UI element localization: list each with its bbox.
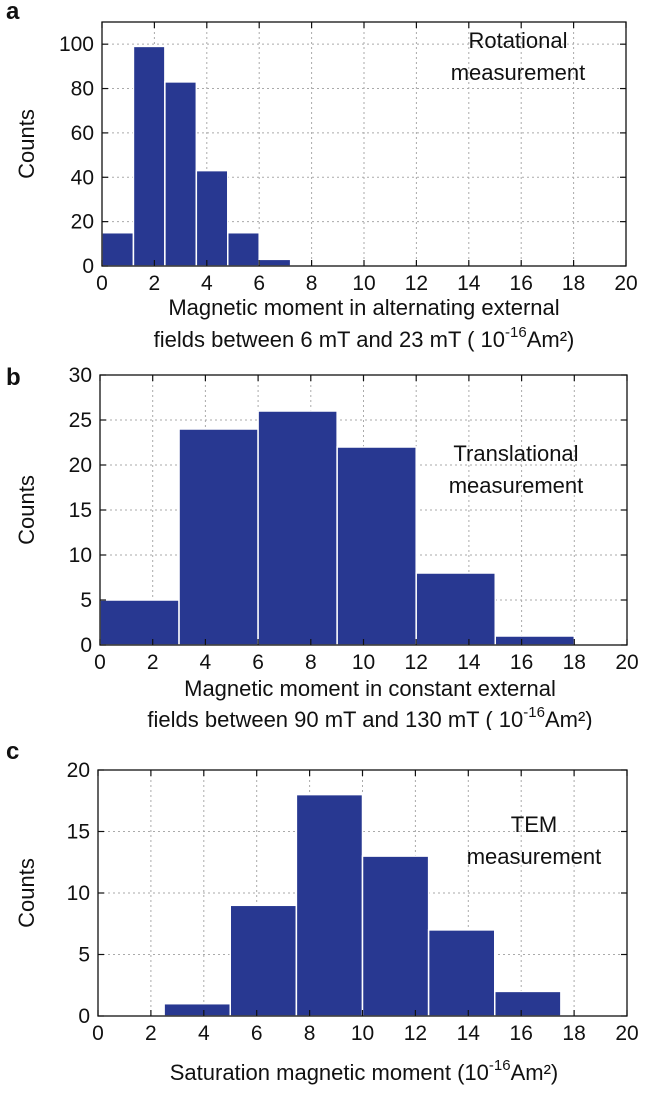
annotation-line: TEM: [511, 812, 557, 837]
x-tick-label: 2: [149, 272, 161, 295]
annotation-line: measurement: [467, 844, 602, 869]
panel-letter-c: c: [6, 738, 20, 765]
x-tick-label: 14: [457, 1022, 481, 1045]
y-tick-label: 15: [69, 499, 92, 522]
x-tick-label: 4: [200, 651, 212, 674]
histogram-bar: [494, 635, 576, 646]
histogram-bar: [427, 929, 496, 1017]
x-tick-label: 0: [94, 651, 106, 674]
x-tick-label: 6: [252, 651, 264, 674]
y-tick-label: 0: [80, 634, 92, 657]
x-tick-label: 12: [405, 651, 428, 674]
x-tick-label: 8: [306, 272, 318, 295]
x-tick-label: 14: [457, 272, 481, 295]
x-tick-label: 6: [253, 272, 265, 295]
x-tick-label: 16: [510, 272, 533, 295]
x-tick-label: 10: [352, 651, 375, 674]
histogram-bar: [163, 1002, 231, 1017]
x-tick-label: 18: [562, 272, 585, 295]
histogram-bar: [195, 169, 229, 267]
y-tick-label: 20: [71, 211, 94, 234]
x-tick-label: 16: [510, 651, 533, 674]
x-axis-label-line2: Saturation magnetic moment (10-16Am²): [170, 1057, 559, 1085]
x-axis-label-line2: fields between 90 mT and 130 mT ( 10-16A…: [147, 704, 592, 730]
x-tick-label: 8: [304, 1022, 316, 1045]
annotation-line: Rotational: [468, 28, 567, 53]
panel-c: c 0 2 4 6 8 10 12 14 16 18 20 0 5 10 15 20 Counts TEM meas…: [0, 730, 651, 1088]
x-tick-label: 8: [305, 651, 317, 674]
panel-letter-b: b: [6, 364, 21, 391]
y-tick-label: 10: [69, 544, 92, 567]
x-tick-label: 16: [510, 1022, 533, 1045]
histogram-bar: [178, 428, 259, 646]
x-axis-label-line1: Magnetic moment in constant external: [184, 676, 556, 701]
annotation-line: Translational: [453, 441, 578, 466]
y-tick-label: 30: [69, 364, 92, 387]
x-tick-label: 20: [615, 1022, 638, 1045]
x-axis-label-line1: Magnetic moment in alternating external: [168, 295, 559, 320]
histogram-bar: [415, 572, 497, 646]
histogram-bar: [295, 793, 364, 1017]
y-tick-label: 80: [71, 78, 94, 101]
panel-a: a 0 2 4 6 8 10 12 14 16 18 20 0 20 40 60 80 100 Counts Rot…: [0, 0, 651, 360]
y-axis-label: Counts: [14, 858, 39, 928]
histogram-bar: [494, 990, 562, 1017]
y-tick-label: 15: [67, 821, 90, 844]
x-tick-label: 10: [352, 272, 375, 295]
y-tick-label: 5: [80, 589, 92, 612]
histogram-b: 0 2 4 6 8 10 12 14 16 18 20 0 5 10 15 20 25 30 Counts Trans…: [14, 364, 639, 732]
x-tick-label: 10: [351, 1022, 374, 1045]
y-tick-label: 0: [78, 1005, 90, 1028]
annotation-line: measurement: [451, 60, 586, 85]
y-axis-label: Counts: [14, 475, 39, 545]
y-tick-label: 20: [67, 759, 90, 782]
x-tick-label: 12: [404, 1022, 427, 1045]
y-tick-label: 40: [71, 166, 94, 189]
y-tick-label: 25: [69, 409, 92, 432]
y-tick-label: 100: [59, 33, 94, 56]
histogram-c: 0 2 4 6 8 10 12 14 16 18 20 0 5 10 15 20 Counts TEM measur…: [14, 759, 639, 1085]
histogram-a: 0 2 4 6 8 10 12 14 16 18 20 0 20 40 60 80 100 Counts Rotat…: [14, 21, 638, 352]
x-tick-label: 14: [457, 651, 481, 674]
x-tick-label: 0: [96, 272, 108, 295]
y-tick-label: 60: [71, 122, 94, 145]
histogram-bar: [227, 231, 260, 267]
y-tick-label: 0: [82, 255, 94, 278]
x-tick-label: 18: [563, 651, 586, 674]
x-tick-label: 2: [145, 1022, 157, 1045]
histogram-bar: [99, 599, 180, 646]
y-tick-label: 5: [78, 944, 90, 967]
histogram-bar: [164, 81, 198, 267]
x-tick-label: 2: [147, 651, 159, 674]
histogram-bar: [361, 855, 430, 1017]
x-tick-label: 6: [251, 1022, 263, 1045]
x-tick-label: 12: [405, 272, 428, 295]
histogram-bar: [132, 45, 166, 267]
x-tick-label: 20: [615, 651, 638, 674]
y-axis-label: Counts: [14, 109, 39, 179]
histogram-bar: [258, 258, 292, 267]
histogram-bar: [229, 904, 298, 1017]
histogram-bar: [336, 446, 417, 646]
x-tick-label: 18: [562, 1022, 585, 1045]
x-tick-label: 20: [614, 272, 637, 295]
x-tick-label: 4: [198, 1022, 210, 1045]
panel-b: b 0 2 4 6 8 10 12 14 16 18 20 0 5 10 15 20 25 30 Counts Tra…: [0, 362, 651, 732]
y-tick-label: 10: [67, 882, 90, 905]
x-tick-label: 0: [92, 1022, 104, 1045]
x-tick-label: 4: [201, 272, 213, 295]
histogram-bar: [101, 231, 135, 267]
y-tick-label: 20: [69, 454, 92, 477]
panel-letter-a: a: [6, 0, 20, 25]
histogram-bar: [257, 410, 338, 646]
x-axis-label-line2: fields between 6 mT and 23 mT ( 10-16Am²…: [154, 324, 575, 352]
annotation-line: measurement: [449, 473, 584, 498]
